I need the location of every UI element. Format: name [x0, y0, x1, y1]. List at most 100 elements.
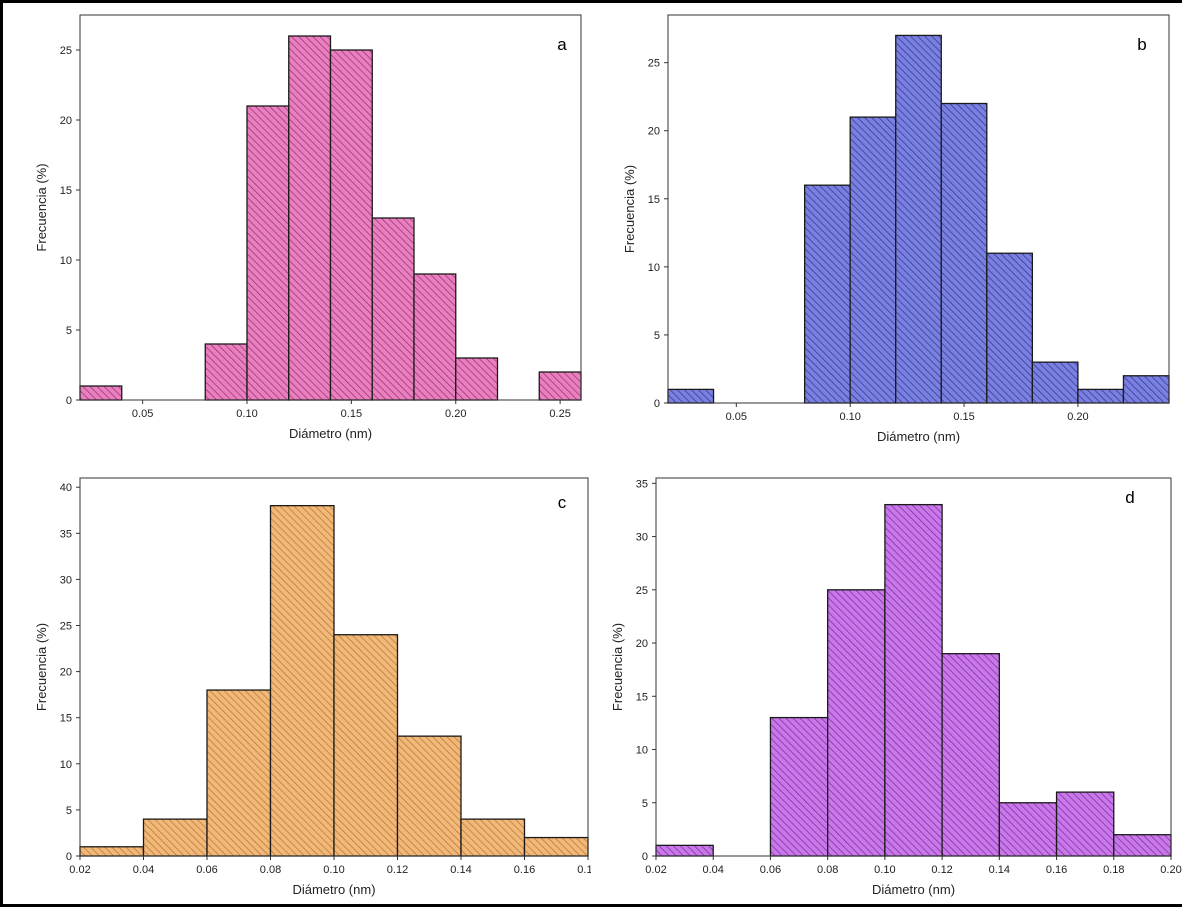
histogram-bar-b-10	[1122, 375, 1170, 404]
y-tick-label: 10	[60, 759, 72, 771]
histogram-bar-d-8	[1113, 834, 1172, 857]
histogram-bar-c-2	[206, 689, 272, 857]
x-tick-label: 0.15	[341, 408, 362, 420]
histogram-bar-b-4	[849, 116, 897, 404]
y-tick-label: 15	[636, 691, 648, 703]
y-tick-label: 10	[636, 745, 648, 757]
x-tick-label: 0.10	[874, 864, 895, 876]
histogram-bar-a-4	[246, 105, 290, 401]
y-tick-label: 30	[636, 532, 648, 544]
y-tick-label: 5	[654, 330, 660, 342]
histogram-bar-d-4	[884, 503, 943, 857]
histogram-bar-d-2	[769, 716, 829, 857]
histogram-bar-a-6	[329, 49, 373, 401]
histogram-panel-d: 0.02 0.04 0.06 0.08 0.10 0.12 0.14 0.16 0.18 0.20…	[591, 453, 1182, 907]
histogram-bar-d-3	[827, 589, 886, 857]
histogram-bar-d-7	[1055, 791, 1115, 857]
x-tick-label: 0.06	[760, 864, 781, 876]
histogram-bar-c-7	[523, 836, 589, 857]
x-tick-label: 0.12	[931, 864, 952, 876]
y-tick-label: 25	[636, 585, 648, 597]
y-tick-label: 15	[60, 713, 72, 725]
y-tick-label: 0	[66, 395, 72, 407]
x-axis-label: Diámetro (nm)	[289, 426, 372, 441]
x-tick-label: 0.18	[1103, 864, 1124, 876]
y-tick-label: 40	[60, 482, 72, 494]
y-tick-label: 20	[648, 126, 660, 138]
histogram-bar-c-3	[269, 505, 335, 857]
y-tick-label: 30	[60, 574, 72, 586]
panel-letter-d: d	[1125, 488, 1134, 507]
y-axis-label: Frecuencia (%)	[34, 163, 49, 251]
y-tick-label: 0	[654, 398, 660, 410]
histogram-bar-a-11	[538, 371, 582, 401]
x-tick-label: 0.10	[839, 411, 860, 423]
histogram-bar-b-5	[895, 34, 942, 404]
y-tick-label: 25	[648, 58, 660, 70]
x-tick-label: 0.06	[196, 864, 217, 876]
histogram-bar-a-7	[371, 217, 415, 401]
x-tick-label: 0.08	[260, 864, 281, 876]
y-axis-label: Frecuencia (%)	[34, 623, 49, 711]
histogram-bar-d-6	[998, 802, 1058, 857]
histogram-bar-b-9	[1077, 388, 1125, 404]
chart-svg-a: 0.05 0.10 0.15 0.20 0.25 0 5 10 15 20 25 Diámetro (…	[34, 14, 582, 441]
x-tick-label: 0.16	[1046, 864, 1067, 876]
y-tick-label: 5	[66, 325, 72, 337]
histogram-bar-c-5	[396, 735, 462, 857]
y-tick-label: 0	[66, 851, 72, 863]
x-tick-label: 0.10	[236, 408, 257, 420]
plot-frame-a	[79, 14, 582, 401]
histogram-bar-b-7	[986, 252, 1034, 404]
histogram-bar-c-6	[460, 818, 526, 857]
y-tick-label: 10	[648, 262, 660, 274]
x-tick-label: 0.20	[445, 408, 466, 420]
panel-letter-c: c	[558, 493, 567, 512]
histogram-bar-d-5	[941, 653, 1000, 857]
chart-svg-b: 0.05 0.10 0.15 0.20 0 5 10 15 20 25 Diámetro (nm) F…	[622, 14, 1170, 444]
histogram-bar-b-8	[1031, 361, 1079, 404]
x-tick-label: 0.02	[69, 864, 90, 876]
y-tick-label: 35	[60, 528, 72, 540]
histogram-panel-c: 0.02 0.04 0.06 0.08 0.10 0.12 0.14 0.16 0.18 0 5 10…	[0, 453, 591, 907]
histogram-bar-d-0	[655, 844, 714, 857]
x-tick-label: 0.16	[514, 864, 535, 876]
x-tick-label: 0.10	[323, 864, 344, 876]
histogram-bar-b-0	[667, 388, 715, 404]
x-tick-label: 0.02	[645, 864, 666, 876]
y-tick-label: 25	[60, 45, 72, 57]
x-tick-label: 0.15	[953, 411, 974, 423]
panel-letter-a: a	[557, 35, 567, 54]
x-axis-label: Diámetro (nm)	[872, 882, 955, 897]
x-axis-label: Diámetro (nm)	[877, 429, 960, 444]
chart-svg-d: 0.02 0.04 0.06 0.08 0.10 0.12 0.14 0.16 0.18 0.20…	[610, 477, 1182, 897]
plot-frame-d	[655, 477, 1172, 857]
y-tick-label: 20	[60, 667, 72, 679]
chart-svg-c: 0.02 0.04 0.06 0.08 0.10 0.12 0.14 0.16 0.18 0 5 10…	[34, 477, 591, 897]
panel-letter-b: b	[1137, 35, 1146, 54]
x-tick-label: 0.20	[1067, 411, 1088, 423]
plot-frame-b	[667, 14, 1170, 404]
y-tick-label: 20	[636, 638, 648, 650]
y-axis-label: Frecuencia (%)	[622, 165, 637, 253]
y-tick-label: 35	[636, 478, 648, 490]
x-tick-label: 0.14	[989, 864, 1010, 876]
y-tick-label: 20	[60, 115, 72, 127]
y-tick-label: 15	[60, 185, 72, 197]
x-tick-label: 0.08	[817, 864, 838, 876]
histogram-bar-c-0	[79, 846, 145, 857]
y-tick-label: 25	[60, 621, 72, 633]
histogram-bar-a-8	[413, 273, 457, 401]
x-tick-label: 0.18	[577, 864, 591, 876]
x-tick-label: 0.12	[387, 864, 408, 876]
x-tick-label: 0.05	[132, 408, 153, 420]
y-axis-label: Frecuencia (%)	[610, 623, 625, 711]
histogram-panel-a: 0.05 0.10 0.15 0.20 0.25 0 5 10 15 20 25 Diámetro (…	[0, 0, 591, 453]
y-tick-label: 15	[648, 194, 660, 206]
x-tick-label: 0.14	[450, 864, 471, 876]
histogram-bar-c-1	[142, 818, 208, 857]
histogram-panel-b: 0.05 0.10 0.15 0.20 0 5 10 15 20 25 Diámetro (nm) F…	[591, 0, 1182, 453]
histogram-bar-a-0	[79, 385, 123, 401]
histogram-bar-c-4	[333, 634, 399, 857]
histogram-bar-a-9	[455, 357, 499, 401]
